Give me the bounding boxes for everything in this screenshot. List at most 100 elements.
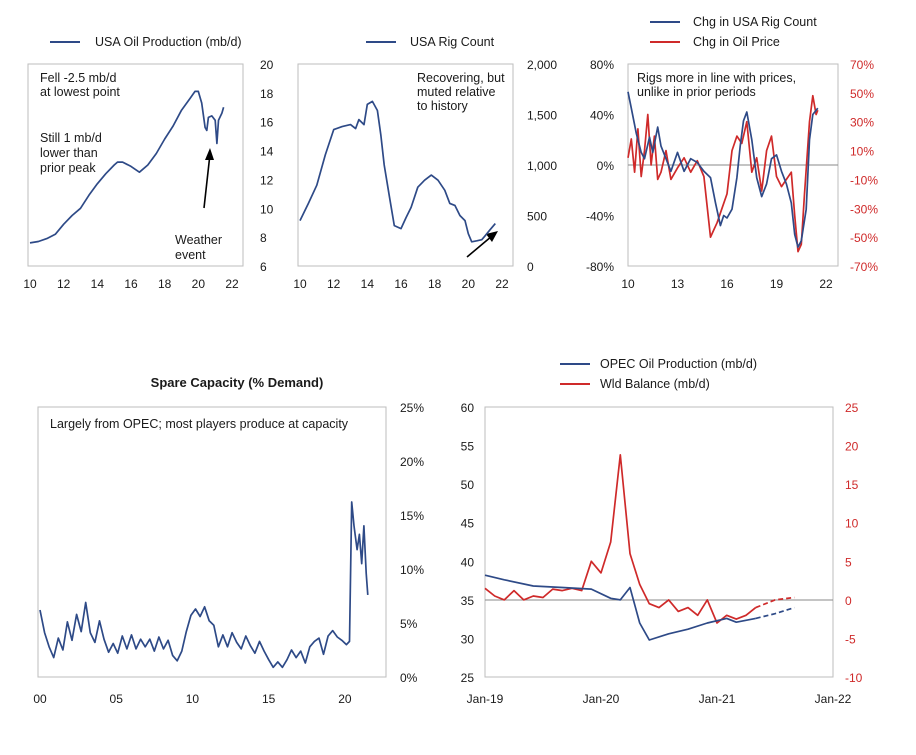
y-tick-label: -30% [850, 202, 878, 216]
y-axis-right-ticks: 25 20 15 10 5 0 -5 -10 [845, 401, 863, 685]
series-line-oil-production [29, 90, 225, 244]
series-line-rig-change [627, 91, 819, 248]
y-axis-left-ticks: 80% 40% 0% -40% -80% [586, 58, 614, 274]
series-line-price-change [627, 94, 819, 253]
series-line-rig-count [299, 100, 496, 243]
y-tick-label: 40% [590, 109, 614, 123]
plot-frame [37, 406, 387, 678]
x-tick-label: Jan-20 [583, 692, 620, 706]
x-tick-label: 13 [671, 277, 685, 291]
panel-opec-vs-balance: OPEC Oil Production (mb/d) Wld Balance (… [461, 357, 863, 706]
series-line-world-balance-projection [755, 596, 795, 609]
y-tick-label: 20 [845, 440, 859, 454]
y-tick-label: 10 [260, 202, 274, 216]
panel-rig-vs-price-change: Chg in USA Rig Count Chg in Oil Price Ri… [586, 15, 878, 291]
y-tick-label: -10% [850, 173, 878, 187]
series-lines [484, 453, 795, 641]
x-tick-label: 15 [262, 692, 276, 706]
legend-opec-production: OPEC Oil Production (mb/d) [600, 357, 757, 371]
x-tick-label: 10 [186, 692, 200, 706]
y-tick-label: 10 [845, 517, 859, 531]
y-tick-label: 20 [260, 58, 274, 72]
y-tick-label: 15 [845, 478, 859, 492]
y-tick-label: 80% [590, 58, 614, 72]
series-line-spare-capacity [39, 501, 369, 669]
series-line-opec-production [484, 574, 756, 641]
y-tick-label: 40 [461, 555, 475, 569]
y-tick-label: 30 [461, 632, 475, 646]
y-tick-label: 2,000 [527, 58, 557, 72]
y-tick-label: 20% [400, 455, 424, 469]
x-tick-label: 20 [338, 692, 352, 706]
y-tick-label: -10 [845, 671, 863, 685]
series-lines [627, 91, 819, 253]
y-tick-label: -70% [850, 260, 878, 274]
y-tick-label: 0 [845, 594, 852, 608]
x-tick-label: 16 [394, 277, 408, 291]
plot-frame [297, 63, 514, 267]
y-axis-ticks: 20 18 16 14 12 10 8 6 [260, 58, 274, 274]
x-axis-ticks: 10 13 16 19 22 [621, 277, 833, 291]
y-tick-label: 1,500 [527, 109, 557, 123]
x-tick-label: 14 [91, 277, 105, 291]
y-tick-label: 14 [260, 145, 274, 159]
x-axis-ticks: Jan-19 Jan-20 Jan-21 Jan-22 [467, 692, 852, 706]
x-tick-label: 05 [110, 692, 124, 706]
x-tick-label: 10 [293, 277, 307, 291]
annotation-arrow-head [205, 148, 214, 160]
series-lines [299, 100, 496, 243]
annotation-line: Weather [175, 233, 222, 247]
x-tick-label: 22 [819, 277, 833, 291]
x-tick-label: 14 [361, 277, 375, 291]
y-tick-label: 45 [461, 517, 475, 531]
annotation-line: Recovering, but [417, 71, 505, 85]
annotation-line: Rigs more in line with prices, [637, 71, 796, 85]
y-tick-label: 70% [850, 58, 874, 72]
x-tick-label: 18 [158, 277, 172, 291]
y-tick-label: 8 [260, 231, 267, 245]
x-tick-label: 22 [225, 277, 239, 291]
legend-rig-count: USA Rig Count [410, 35, 495, 49]
annotation-arrow-head [486, 231, 498, 242]
panel-usa-rig-count: USA Rig Count Recovering, but muted rela… [293, 35, 557, 291]
plot-frame [27, 63, 244, 267]
x-tick-label: 10 [23, 277, 37, 291]
y-tick-label: 0% [400, 671, 418, 685]
x-tick-label: Jan-22 [815, 692, 852, 706]
y-tick-label: 5% [400, 617, 418, 631]
annotation-line: Largely from OPEC; most players produce … [50, 417, 349, 431]
y-axis-ticks: 2,000 1,500 1,000 500 0 [527, 58, 557, 274]
y-tick-label: 18 [260, 87, 274, 101]
y-tick-label: 50 [461, 478, 475, 492]
series-lines [29, 90, 225, 244]
x-tick-label: 12 [57, 277, 71, 291]
y-tick-label: 0% [597, 159, 615, 173]
y-tick-label: 1,000 [527, 159, 557, 173]
y-tick-label: 25 [461, 671, 475, 685]
y-tick-label: -40% [586, 210, 614, 224]
y-tick-label: 50% [850, 87, 874, 101]
y-tick-label: 5 [845, 555, 852, 569]
legend-oil-production: USA Oil Production (mb/d) [95, 35, 242, 49]
x-tick-label: 20 [462, 277, 476, 291]
y-tick-label: 35 [461, 594, 475, 608]
y-axis-right-ticks: 70% 50% 30% 10% -10% -30% -50% -70% [850, 58, 878, 274]
chart-title: Spare Capacity (% Demand) [151, 375, 324, 390]
y-tick-label: 25 [845, 401, 859, 415]
annotation-line: at lowest point [40, 85, 120, 99]
y-tick-label: -80% [586, 260, 614, 274]
x-tick-label: 12 [327, 277, 341, 291]
y-tick-label: 10% [850, 145, 874, 159]
y-tick-label: 6 [260, 260, 267, 274]
y-tick-label: -50% [850, 231, 878, 245]
x-tick-label: 10 [621, 277, 635, 291]
x-tick-label: 20 [192, 277, 206, 291]
y-tick-label: 16 [260, 116, 274, 130]
legend-world-balance: Wld Balance (mb/d) [600, 377, 710, 391]
annotation-line: event [175, 248, 206, 262]
y-tick-label: 500 [527, 210, 547, 224]
y-tick-label: 60 [461, 401, 475, 415]
annotation-arrow-shaft [466, 235, 493, 258]
